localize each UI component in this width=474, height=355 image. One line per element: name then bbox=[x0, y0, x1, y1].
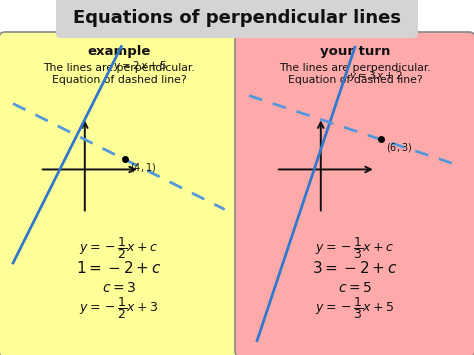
Text: The lines are perpendicular.: The lines are perpendicular. bbox=[279, 63, 431, 73]
Text: $c = 3$: $c = 3$ bbox=[102, 281, 136, 295]
FancyBboxPatch shape bbox=[0, 32, 239, 355]
Text: Equation of dashed line?: Equation of dashed line? bbox=[52, 75, 186, 85]
Text: $y = -\dfrac{1}{3}x + c$: $y = -\dfrac{1}{3}x + c$ bbox=[315, 235, 395, 261]
Text: $1 = -2 + c$: $1 = -2 + c$ bbox=[76, 260, 162, 276]
Text: $y = -\dfrac{1}{3}x + 5$: $y = -\dfrac{1}{3}x + 5$ bbox=[315, 295, 395, 321]
Text: $y = 2\,x + 5$: $y = 2\,x + 5$ bbox=[113, 59, 167, 73]
Text: $(4,1)$: $(4,1)$ bbox=[130, 162, 156, 174]
FancyBboxPatch shape bbox=[235, 32, 474, 355]
Text: $y = -\dfrac{1}{2}x + 3$: $y = -\dfrac{1}{2}x + 3$ bbox=[79, 295, 159, 321]
Text: $(6,3)$: $(6,3)$ bbox=[386, 141, 412, 154]
Text: $y = -\dfrac{1}{2}x + c$: $y = -\dfrac{1}{2}x + c$ bbox=[79, 235, 159, 261]
FancyBboxPatch shape bbox=[56, 0, 418, 38]
Text: your turn: your turn bbox=[320, 45, 390, 59]
Text: $3 = -2 + c$: $3 = -2 + c$ bbox=[312, 260, 398, 276]
Text: example: example bbox=[87, 45, 151, 59]
Text: The lines are perpendicular.: The lines are perpendicular. bbox=[43, 63, 195, 73]
Text: Equation of dashed line?: Equation of dashed line? bbox=[288, 75, 422, 85]
Text: $y = 3\,x + 2$: $y = 3\,x + 2$ bbox=[349, 70, 402, 83]
Text: $c = 5$: $c = 5$ bbox=[338, 281, 372, 295]
Text: Equations of perpendicular lines: Equations of perpendicular lines bbox=[73, 9, 401, 27]
